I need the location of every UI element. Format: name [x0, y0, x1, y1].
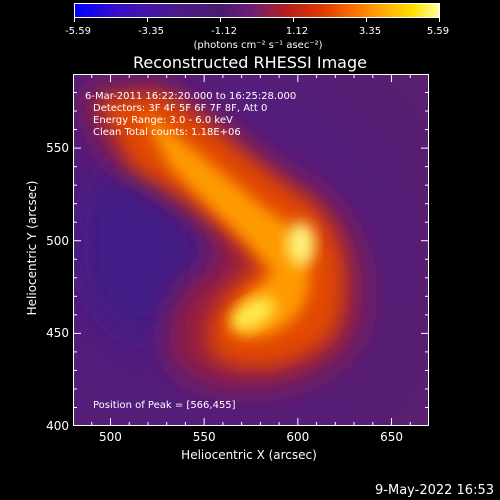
colorbar-tick — [293, 18, 294, 22]
colorbar-tick-label: -1.12 — [211, 26, 237, 37]
peak-label: Position of Peak = [566,455] — [93, 400, 236, 411]
y-axis-title: Heliocentric Y (arcsec) — [25, 180, 39, 316]
x-tick-label: 600 — [286, 430, 310, 444]
x-axis-title: Heliocentric X (arcsec) — [181, 448, 317, 462]
colorbar-tick — [439, 18, 440, 22]
peak-core — [287, 222, 315, 266]
plot-frame — [73, 74, 429, 426]
y-ticks — [73, 74, 429, 426]
x-tick-label: 500 — [99, 430, 122, 444]
colorbar-units: (photons cm⁻² s⁻¹ asec⁻²) — [193, 40, 323, 51]
colorbar-tick-label: 5.59 — [426, 26, 450, 37]
colorbar-tick — [74, 18, 75, 22]
peak-core — [231, 297, 275, 331]
info-line: Detectors: 3F 4F 5F 6F 7F 8F, Att 0 — [93, 103, 267, 114]
info-line: 6-Mar-2011 16:22:20.000 to 16:25:28.000 — [85, 91, 296, 102]
info-line: Energy Range: 3.0 - 6.0 keV — [93, 115, 233, 126]
colorbar-tick-label: -3.35 — [138, 26, 164, 37]
colorbar-tick — [220, 18, 221, 22]
info-line: Clean Total counts: 1.18E+06 — [93, 127, 241, 138]
colorbar-tick-label: 1.12 — [285, 26, 309, 37]
x-tick-label: 550 — [192, 430, 216, 444]
colorbar-tick — [147, 18, 148, 22]
x-ticks — [73, 74, 429, 426]
footer-date: 9-May-2022 16:53 — [375, 483, 494, 498]
x-tick-label: 650 — [380, 430, 403, 444]
image-plot: 6-Mar-2011 16:22:20.000 to 16:25:28.000 … — [73, 74, 429, 426]
dark-region — [83, 154, 203, 334]
chart-title: Reconstructed RHESSI Image — [133, 53, 367, 72]
colorbar — [74, 3, 440, 18]
colorbar-tick-label: -5.59 — [65, 26, 91, 37]
y-tick-label: 500 — [46, 233, 69, 248]
colorbar-tick-label: 3.35 — [358, 26, 382, 37]
colorbar-tick — [366, 18, 367, 22]
y-tick-label: 450 — [46, 326, 69, 341]
y-tick-label: 400 — [46, 419, 69, 433]
y-tick-label: 550 — [46, 141, 69, 156]
emission-inner — [143, 114, 310, 338]
